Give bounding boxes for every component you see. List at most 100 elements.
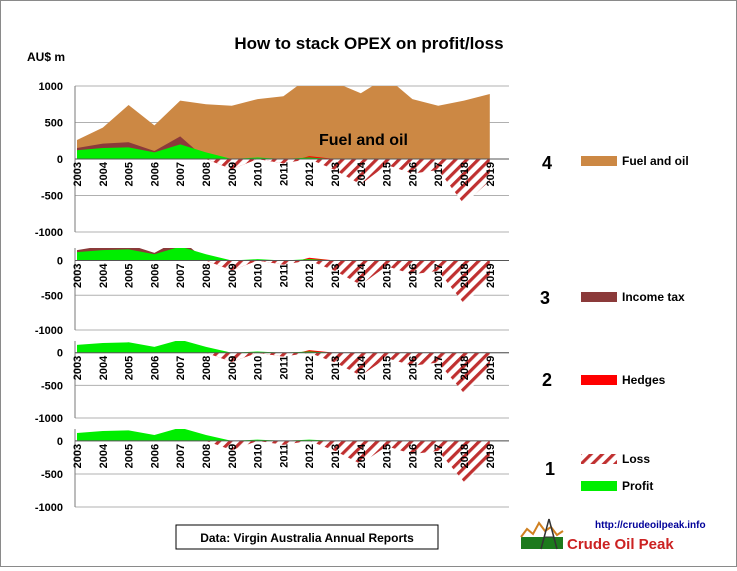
series-area-loss — [77, 440, 490, 482]
x-tick-label: 2013 — [330, 444, 342, 468]
x-tick-label: 2006 — [149, 264, 161, 288]
y-tick-label: 0 — [57, 256, 63, 268]
x-tick-label: 2017 — [433, 444, 445, 468]
series-area-profit — [77, 429, 490, 441]
series-area-profit — [77, 341, 490, 353]
legend-label: Profit — [622, 479, 653, 493]
x-tick-label: 2018 — [459, 162, 471, 186]
panel-number: 4 — [542, 153, 552, 173]
data-point-tax — [102, 245, 103, 246]
areas — [77, 238, 490, 304]
panel-number: 2 — [542, 370, 552, 390]
data-point-profit — [180, 339, 181, 340]
x-tick-label: 2012 — [304, 264, 316, 288]
x-tick-label: 2007 — [175, 444, 187, 468]
x-tick-label: 2010 — [253, 356, 265, 380]
data-point-profit — [180, 427, 181, 428]
logo-url[interactable]: http://crudeoilpeak.info — [595, 520, 706, 531]
legend-swatch — [581, 156, 617, 166]
chart-title: How to stack OPEX on profit/loss — [234, 34, 503, 53]
x-tick-label: 2013 — [330, 356, 342, 380]
x-tick-label: 2003 — [72, 356, 84, 380]
y-tick-label: 0 — [57, 348, 63, 360]
y-tick-label: -1000 — [35, 227, 63, 239]
logo-brand: Crude Oil Peak — [567, 536, 674, 553]
x-tick-label: 2016 — [407, 444, 419, 468]
oil-derrick-icon — [520, 518, 564, 550]
x-tick-label: 2010 — [253, 264, 265, 288]
x-tick-label: 2004 — [98, 161, 110, 186]
y-tick-label: -1000 — [35, 413, 63, 425]
x-tick-label: 2007 — [175, 356, 187, 380]
x-tick-label: 2010 — [253, 444, 265, 468]
x-tick-label: 2014 — [356, 263, 368, 288]
panel-number: 3 — [540, 288, 550, 308]
y-tick-label: -500 — [41, 290, 63, 302]
x-tick-label: 2004 — [98, 263, 110, 288]
x-tick-label: 2005 — [124, 162, 136, 186]
legend-swatch — [581, 375, 617, 385]
data-point-fuel — [386, 77, 387, 78]
series-area-profit — [77, 248, 490, 261]
x-tick-label: 2017 — [433, 264, 445, 288]
x-tick-label: 2018 — [459, 444, 471, 468]
x-tick-label: 2014 — [356, 443, 368, 468]
annotation-fuel-and-oil: Fuel and oil — [319, 132, 408, 149]
x-tick-label: 2011 — [278, 356, 290, 380]
y-tick-label: -500 — [41, 191, 63, 203]
x-tick-label: 2003 — [72, 162, 84, 186]
panel-number: 1 — [545, 459, 555, 479]
y-tick-label: 0 — [57, 436, 63, 448]
x-tick-label: 2004 — [98, 443, 110, 468]
x-tick-label: 2012 — [304, 162, 316, 186]
series-area-loss — [77, 352, 490, 394]
x-tick-label: 2011 — [278, 444, 290, 468]
x-tick-label: 2009 — [227, 356, 239, 380]
y-tick-label: 0 — [57, 154, 63, 166]
x-tick-label: 2016 — [407, 162, 419, 186]
panel-2: 0 -500 -1000 2003 2004 2005 2006 2007 2008 2009 20… — [35, 339, 509, 425]
data-point-fuel — [334, 82, 335, 83]
series-area-loss — [77, 159, 490, 205]
legend-label: Income tax — [622, 290, 685, 304]
data-point-fuel — [309, 77, 310, 78]
x-tick-label: 2012 — [304, 356, 316, 380]
x-tick-label: 2015 — [382, 444, 394, 468]
areas — [77, 339, 490, 394]
x-tick-label: 2013 — [330, 264, 342, 288]
data-point-profit — [180, 246, 181, 247]
x-tick-label: 2008 — [201, 162, 213, 186]
x-tick-label: 2005 — [124, 356, 136, 380]
x-tick-label: 2015 — [382, 162, 394, 186]
panel-3: 0 -500 -1000 2003 2004 2005 2006 2007 2008 2009 20… — [35, 238, 509, 337]
legend-item-tax: Income tax — [581, 290, 685, 304]
series-area-loss — [77, 260, 490, 304]
x-tick-label: 2008 — [201, 444, 213, 468]
unit-label: AU$ m — [27, 50, 65, 64]
logo[interactable]: http://crudeoilpeak.info Crude Oil Peak — [520, 518, 706, 553]
legend-item-loss: Loss — [581, 452, 650, 466]
x-tick-label: 2009 — [227, 444, 239, 468]
x-tick-label: 2004 — [98, 355, 110, 380]
legend-swatch — [581, 292, 617, 302]
x-tick-label: 2017 — [433, 162, 445, 186]
y-tick-label: 1000 — [39, 81, 63, 93]
y-tick-label: -500 — [41, 380, 63, 392]
x-tick-label: 2019 — [485, 162, 497, 186]
x-tick-label: 2011 — [278, 162, 290, 186]
x-tick-label: 2009 — [227, 162, 239, 186]
legend-item-fuel: Fuel and oil — [581, 154, 689, 168]
x-tick-label: 2007 — [175, 264, 187, 288]
x-tick-label: 2005 — [124, 444, 136, 468]
y-tick-label: -1000 — [35, 502, 63, 514]
data-point-tax — [180, 238, 181, 239]
x-tick-label: 2015 — [382, 264, 394, 288]
legend-label: Hedges — [622, 373, 666, 387]
x-tick-label: 2003 — [72, 444, 84, 468]
x-tick-label: 2016 — [407, 264, 419, 288]
panel-4: 1000 500 0 -500 -1000 2003 2004 2005 2006 2007 200… — [35, 77, 509, 239]
legend-swatch — [581, 454, 617, 464]
x-tick-label: 2003 — [72, 264, 84, 288]
legend-label: Fuel and oil — [622, 154, 689, 168]
